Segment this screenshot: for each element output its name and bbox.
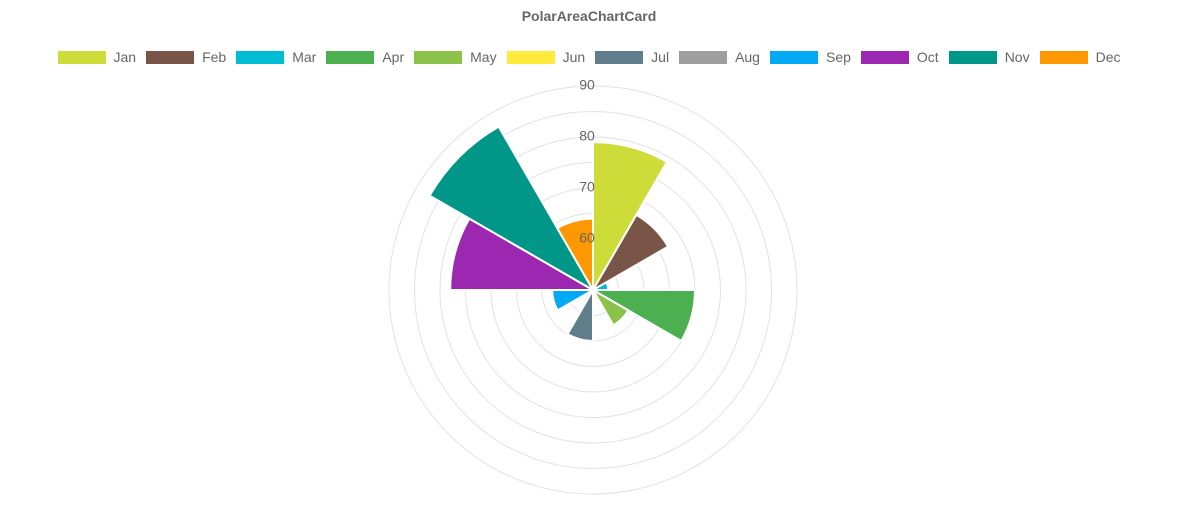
legend-item-aug[interactable]: Aug [679, 49, 760, 65]
tick-label: 90 [579, 77, 595, 93]
legend-swatch [769, 50, 818, 64]
legend-item-apr[interactable]: Apr [326, 49, 404, 65]
legend-label: Dec [1095, 49, 1121, 65]
legend-label: Jun [562, 49, 586, 65]
legend-label: May [470, 49, 497, 65]
legend-label: Sep [825, 49, 851, 65]
segment-feb[interactable] [590, 213, 670, 293]
chart-title: PolarAreaChartCard [521, 8, 657, 24]
legend-item-sep[interactable]: Sep [769, 49, 851, 65]
legend-swatch [57, 50, 106, 64]
legend-swatch [679, 50, 728, 64]
segment-apr[interactable] [589, 289, 697, 343]
legend-item-feb[interactable]: Feb [146, 49, 226, 65]
segment-jul[interactable] [566, 286, 594, 343]
segment-jan[interactable] [592, 141, 669, 294]
legend-item-jul[interactable]: Jul [595, 49, 669, 65]
legend-label: Nov [1004, 49, 1030, 65]
legend-item-oct[interactable]: Oct [860, 49, 939, 65]
legend-label: Apr [382, 49, 405, 65]
segment-dec[interactable] [555, 217, 594, 294]
grid-ring [439, 136, 747, 444]
segment-nov[interactable] [428, 125, 596, 293]
legend-item-may[interactable]: May [414, 49, 497, 65]
legend-swatch [326, 50, 375, 64]
legend-label: Aug [735, 49, 760, 65]
legend-label: Jan [113, 49, 137, 65]
legend-item-jun[interactable]: Jun [506, 49, 586, 65]
segment-may[interactable] [590, 287, 630, 327]
radial-tick-labels: 60 70 80 90 [579, 77, 595, 246]
legend-swatch [146, 50, 195, 64]
legend-item-mar[interactable]: Mar [236, 49, 316, 65]
tick-label: 60 [579, 230, 595, 246]
legend-swatch [414, 50, 463, 64]
legend-swatch [236, 50, 285, 64]
legend-item-jan[interactable]: Jan [57, 49, 137, 65]
legend-label: Jul [651, 49, 670, 65]
grid-ring [388, 85, 798, 495]
tick-label: 80 [579, 128, 595, 144]
legend-item-dec[interactable]: Dec [1039, 49, 1121, 65]
legend-swatch [1039, 50, 1088, 64]
segments [428, 125, 697, 343]
legend-swatch [948, 50, 997, 64]
chart-legend: Jan Feb Mar Apr May Jun Jul Aug Sep Oct Nov Dec [0, 47, 1178, 67]
legend-label: Feb [202, 49, 227, 65]
grid-ring [414, 111, 772, 469]
tick-label: 70 [579, 179, 595, 195]
legend-label: Mar [292, 49, 317, 65]
legend-swatch [860, 50, 909, 64]
legend-swatch [506, 50, 555, 64]
legend-item-nov[interactable]: Nov [948, 49, 1030, 65]
legend-label: Oct [916, 49, 939, 65]
legend-swatch [595, 50, 644, 64]
